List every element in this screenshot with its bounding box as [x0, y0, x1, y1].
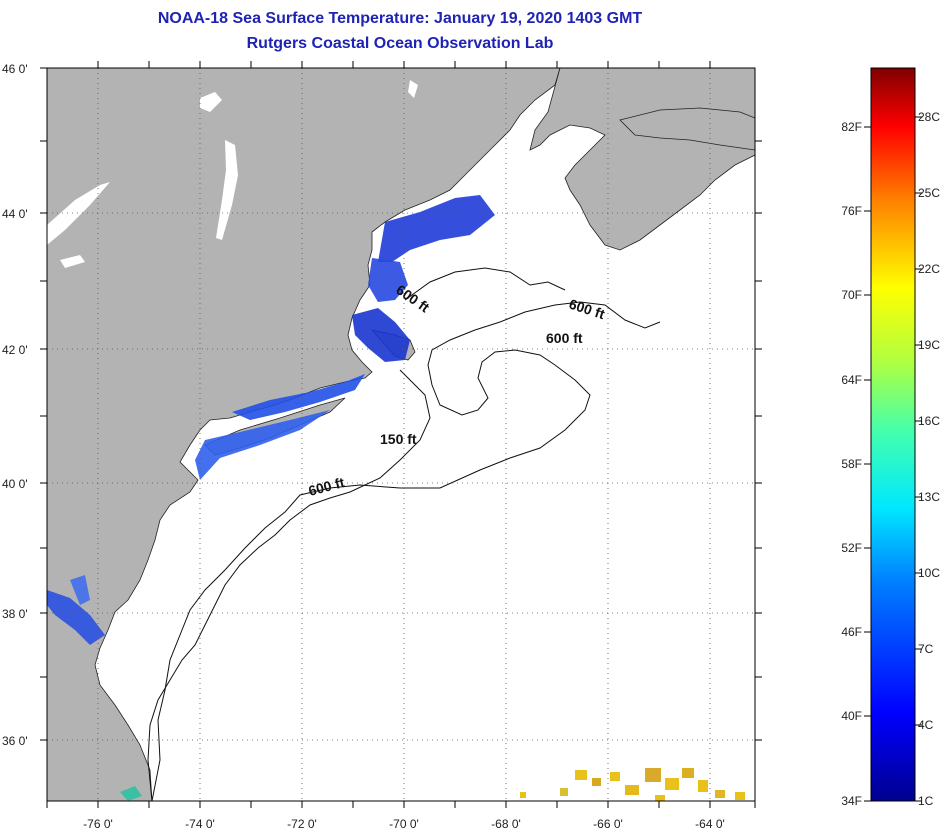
sst-cold-chesapeake [47, 590, 105, 645]
lat-label: 46 0' [2, 62, 28, 76]
sst-warm-gulf-stream [520, 768, 745, 801]
lat-label: 40 0' [2, 477, 28, 491]
contour-label-150: 150 ft [380, 431, 417, 447]
colorbar-c-label: 25C [918, 186, 940, 200]
lon-label: -66 0' [593, 817, 623, 831]
colorbar-c-label: 4C [918, 718, 934, 732]
colorbar-c-label: 10C [918, 566, 940, 580]
colorbar-c-label: 22C [918, 262, 940, 276]
colorbar-f-label: 52F [841, 541, 862, 555]
lat-label: 36 0' [2, 734, 28, 748]
colorbar-f-label: 70F [841, 288, 862, 302]
lat-label: 38 0' [2, 607, 28, 621]
land-nova-scotia-north [619, 107, 755, 151]
lon-label: -74 0' [185, 817, 215, 831]
sst-cold-gulf-of-maine [378, 195, 495, 262]
lake-small-b [60, 255, 85, 268]
map-subtitle: Rutgers Coastal Ocean Observation Lab [246, 35, 554, 52]
map-ticks [40, 61, 762, 808]
lat-label: 44 0' [2, 207, 28, 221]
sst-warm-hatteras [120, 786, 142, 801]
colorbar-c-label: 16C [918, 414, 940, 428]
sst-cold-delaware [70, 575, 90, 605]
colorbar-f-label: 46F [841, 625, 862, 639]
colorbar-c-label: 19C [918, 338, 940, 352]
colorbar-f-label: 34F [841, 794, 862, 808]
colorbar-f-label: 64F [841, 373, 862, 387]
contour-label-600-georges: 600 ft [546, 330, 583, 346]
map-frame [46, 67, 756, 802]
sst-cold-mass-bay [368, 258, 408, 302]
colorbar-f-label: 76F [841, 204, 862, 218]
map-title: NOAA-18 Sea Surface Temperature: January… [157, 10, 643, 27]
colorbar [870, 67, 916, 802]
lon-label: -70 0' [389, 817, 419, 831]
graticule [47, 68, 755, 801]
colorbar-c-label: 28C [918, 110, 940, 124]
lat-label: 42 0' [2, 343, 28, 357]
lake-champlain [216, 140, 238, 240]
colorbar-f-label: 82F [841, 120, 862, 134]
lon-label: -64 0' [695, 817, 725, 831]
colorbar-f-label: 40F [841, 709, 862, 723]
lon-label: -68 0' [491, 817, 521, 831]
lake-small-a [408, 80, 418, 98]
lake-moosehead [200, 92, 222, 112]
sst-cold-cape-cod-bay [352, 308, 410, 362]
sst-cold-ny-bight [195, 410, 330, 480]
colorbar-c-label: 1C [918, 794, 934, 808]
colorbar-c-label: 13C [918, 490, 940, 504]
colorbar-c-label: 7C [918, 642, 934, 656]
sst-cold-long-island-sound [232, 374, 365, 420]
contour-600-gom [404, 267, 566, 301]
lon-label: -72 0' [287, 817, 317, 831]
lake-ontario [47, 182, 110, 245]
contour-600-shelf [151, 301, 661, 801]
bathymetry-contours [147, 267, 661, 801]
colorbar-f-label: 58F [841, 457, 862, 471]
contour-150-inner [147, 369, 431, 801]
lon-label: -76 0' [83, 817, 113, 831]
colorbar-ticks [864, 116, 922, 802]
